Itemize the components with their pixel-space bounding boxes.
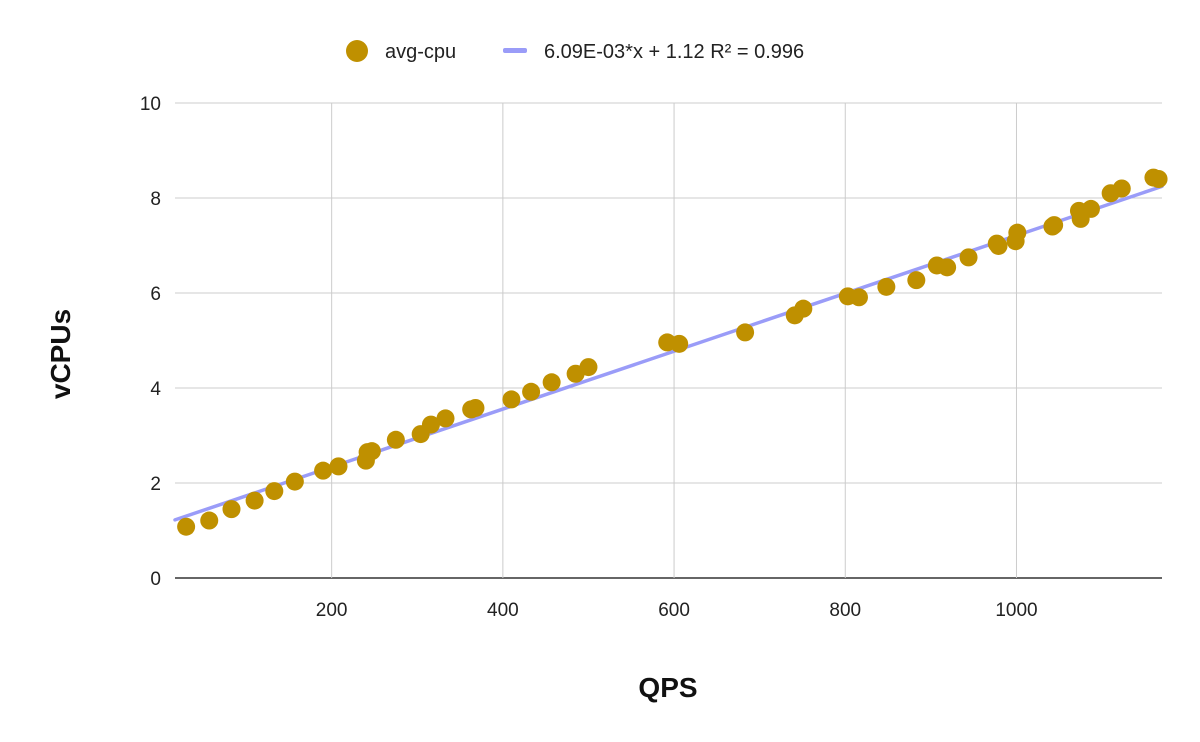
data-point[interactable]: [285, 472, 304, 491]
data-point[interactable]: [579, 358, 598, 377]
data-point[interactable]: [794, 299, 813, 318]
legend-label-avg-cpu: avg-cpu: [385, 41, 456, 63]
data-point[interactable]: [736, 323, 755, 342]
y-tick-label: 8: [150, 189, 161, 210]
data-point[interactable]: [386, 430, 405, 449]
data-point[interactable]: [200, 511, 219, 530]
data-points: [177, 168, 1168, 536]
data-point[interactable]: [421, 415, 440, 434]
data-point[interactable]: [502, 390, 521, 409]
grid-lines: [175, 102, 1162, 579]
y-tick-label: 6: [150, 284, 161, 305]
data-point[interactable]: [1149, 170, 1168, 188]
data-point[interactable]: [362, 442, 381, 461]
x-tick-label: 200: [316, 600, 348, 621]
data-point[interactable]: [436, 409, 455, 428]
data-point[interactable]: [907, 271, 926, 290]
legend-marker-trendline: [503, 48, 527, 53]
data-point[interactable]: [877, 277, 896, 296]
data-point[interactable]: [265, 482, 284, 501]
data-point[interactable]: [466, 398, 485, 417]
tick-labels: 0 2 4 6 8 10 200 400 600 800 1000: [140, 94, 1038, 621]
x-tick-label: 800: [829, 600, 861, 621]
y-tick-label: 10: [140, 94, 161, 115]
legend-marker-avg-cpu: [346, 40, 368, 62]
y-tick-label: 0: [150, 569, 161, 590]
x-tick-label: 600: [658, 600, 690, 621]
legend-label-trendline: 6.09E-03*x + 1.12 R² = 0.996: [544, 41, 804, 63]
data-point[interactable]: [1112, 179, 1131, 198]
data-point[interactable]: [314, 461, 333, 480]
data-point[interactable]: [670, 334, 689, 353]
data-point[interactable]: [329, 457, 348, 476]
data-point[interactable]: [959, 248, 978, 267]
data-point[interactable]: [542, 373, 561, 392]
data-point[interactable]: [989, 236, 1008, 255]
data-point[interactable]: [222, 500, 241, 519]
y-tick-label: 4: [150, 379, 161, 400]
x-axis-title: QPS: [638, 672, 697, 703]
data-point[interactable]: [1045, 216, 1064, 235]
x-tick-label: 1000: [995, 600, 1037, 621]
data-point[interactable]: [938, 258, 957, 277]
data-point[interactable]: [1081, 199, 1100, 218]
legend[interactable]: avg-cpu 6.09E-03*x + 1.12 R² = 0.996: [346, 40, 804, 63]
data-point[interactable]: [522, 382, 541, 401]
y-tick-label: 2: [150, 474, 161, 495]
x-tick-label: 400: [487, 600, 519, 621]
y-axis-title: vCPUs: [45, 309, 76, 399]
data-point[interactable]: [177, 517, 196, 536]
data-point[interactable]: [245, 491, 264, 510]
data-point[interactable]: [1008, 223, 1027, 242]
data-point[interactable]: [849, 288, 868, 307]
